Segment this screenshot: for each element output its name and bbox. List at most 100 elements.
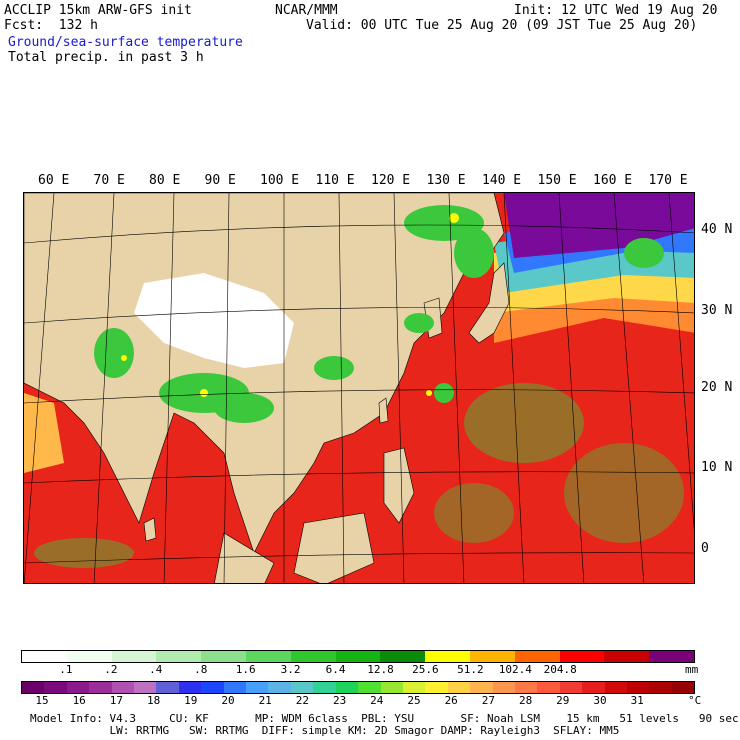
- temperature-swatch: [201, 682, 224, 693]
- tick-label: 23: [332, 694, 347, 707]
- precip-swatch: [156, 651, 202, 662]
- precip-colorbar: [21, 650, 695, 663]
- tick-label: 1.6: [235, 663, 256, 676]
- tick-label: 51.2: [457, 663, 484, 676]
- tick-label: 19: [184, 694, 198, 707]
- precip-swatch: [514, 651, 560, 662]
- longitude-label: 90 E: [204, 173, 236, 188]
- latitude-label: 40 N: [701, 222, 733, 237]
- graticule: [24, 193, 694, 583]
- tick-label: 27: [481, 694, 496, 707]
- sri-lanka-island: [143, 517, 157, 542]
- temperature-swatch: [402, 682, 426, 693]
- field-title-temperature: Ground/sea-surface temperature: [8, 35, 243, 50]
- longitude-label: 70 E: [93, 173, 125, 188]
- temperature-swatch: [649, 682, 672, 693]
- model-info-line2: LW: RRTMG SW: RRTMG DIFF: simple KM: 2D …: [30, 724, 620, 737]
- temperature-swatch: [335, 682, 359, 693]
- tick-label: 17: [109, 694, 124, 707]
- tick-label: 6.4: [325, 663, 346, 676]
- temperature-swatch: [268, 682, 291, 693]
- temperature-swatch: [246, 682, 269, 693]
- longitude-label: 100 E: [260, 173, 300, 188]
- temperature-swatch: [223, 682, 247, 693]
- temperature-swatch: [671, 682, 695, 693]
- tick-label: 3.2: [280, 663, 301, 676]
- tick-label: 24: [370, 694, 384, 707]
- borneo-island: [293, 512, 375, 583]
- longitude-label: 60 E: [38, 173, 70, 188]
- longitude-label: 80 E: [149, 173, 181, 188]
- temperature-swatch: [604, 682, 627, 693]
- temperature-swatch: [537, 682, 560, 693]
- tick-label: .8: [194, 663, 208, 676]
- temperature-swatch: [358, 682, 381, 693]
- temperature-swatch: [470, 682, 493, 693]
- temperature-swatch: [626, 682, 650, 693]
- tick-label: .2: [104, 663, 118, 676]
- map-canvas: [24, 193, 694, 583]
- precip-swatch: [335, 651, 381, 662]
- precip-swatch: [66, 651, 112, 662]
- precip-swatch: [649, 651, 694, 662]
- longitude-label: 170 E: [648, 173, 688, 188]
- latitude-label: 10 N: [701, 460, 733, 475]
- init-time: Init: 12 UTC Wed 19 Aug 20: [514, 3, 718, 18]
- temperature-swatch: [514, 682, 538, 693]
- latitude-label: 0: [701, 541, 709, 556]
- temperature-swatch: [66, 682, 90, 693]
- tick-label: 18: [146, 694, 161, 707]
- tick-label: 22: [295, 694, 310, 707]
- tick-label: 25: [407, 694, 421, 707]
- temperature-swatch: [492, 682, 515, 693]
- tick-label: 20: [221, 694, 235, 707]
- model-title: ACCLIP 15km ARW-GFS init: [4, 3, 192, 18]
- heavy-precip-cores: [121, 213, 459, 397]
- precip-unit: mm: [685, 663, 699, 676]
- temperature-swatch: [134, 682, 157, 693]
- temperature-swatch: [290, 682, 314, 693]
- longitude-label: 110 E: [315, 173, 355, 188]
- temperature-swatch: [447, 682, 471, 693]
- precip-swatch: [22, 651, 67, 662]
- temperature-swatch: [425, 682, 448, 693]
- temperature-swatch: [89, 682, 112, 693]
- temperature-colorbar: [21, 681, 695, 694]
- precip-swatch: [111, 651, 157, 662]
- japan-island: [468, 262, 510, 344]
- tick-label: 30: [593, 694, 607, 707]
- tick-label: 29: [556, 694, 570, 707]
- tick-label: 102.4: [498, 663, 532, 676]
- tick-label: 25.6: [412, 663, 439, 676]
- precip-swatch: [290, 651, 336, 662]
- temperature-swatch: [178, 682, 202, 693]
- precip-swatch: [425, 651, 470, 662]
- tick-label: 12.8: [367, 663, 394, 676]
- latitude-label: 20 N: [701, 380, 733, 395]
- longitude-label: 130 E: [426, 173, 466, 188]
- tick-label: 26: [444, 694, 458, 707]
- temperature-swatch: [313, 682, 336, 693]
- tick-label: .4: [149, 663, 163, 676]
- precip-swatch: [245, 651, 291, 662]
- latitude-label: 30 N: [701, 303, 733, 318]
- tick-label: 28: [518, 694, 533, 707]
- temperature-swatch: [582, 682, 605, 693]
- forecast-map: [23, 192, 695, 584]
- longitude-label: 120 E: [371, 173, 411, 188]
- model-info-line1: Model Info: V4.3 CU: KF MP: WDM 6class P…: [30, 712, 739, 725]
- forecast-hour: Fcst: 132 h: [4, 18, 98, 33]
- temperature-swatch: [380, 682, 403, 693]
- precip-swatch: [559, 651, 605, 662]
- temperature-swatch: [559, 682, 583, 693]
- temperature-swatch: [44, 682, 67, 693]
- temperature-unit: °C: [688, 694, 702, 707]
- precip-swatch: [469, 651, 515, 662]
- field-title-precip: Total precip. in past 3 h: [8, 50, 204, 65]
- tick-label: .1: [59, 663, 73, 676]
- temperature-swatch: [22, 682, 45, 693]
- tick-label: 31: [630, 694, 644, 707]
- precip-swatch: [604, 651, 650, 662]
- tick-label: 204.8: [543, 663, 577, 676]
- temperature-swatch: [156, 682, 179, 693]
